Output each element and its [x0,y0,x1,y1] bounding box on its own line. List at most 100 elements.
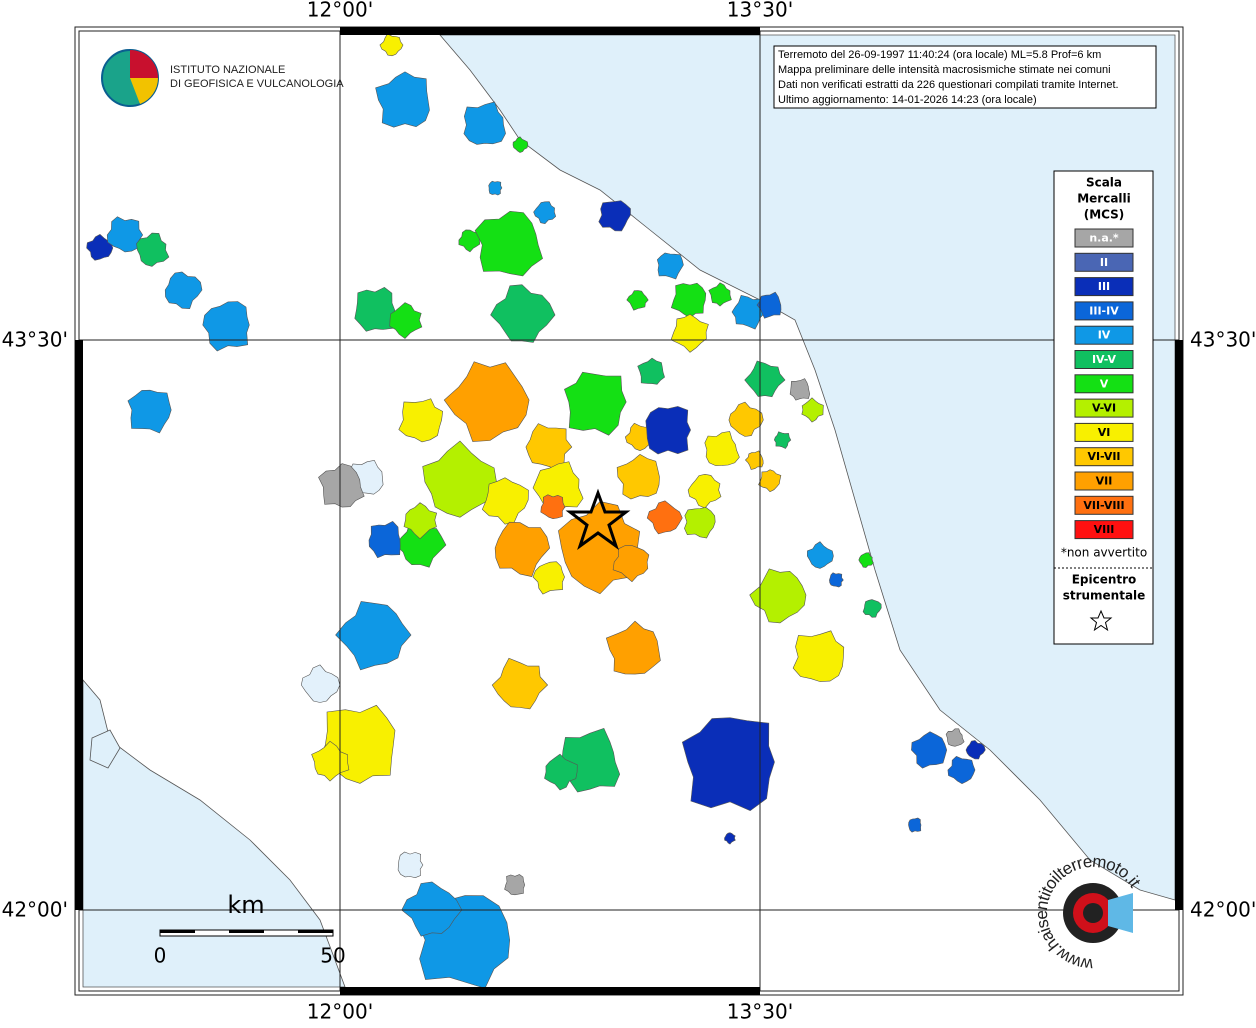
municipality [704,431,740,466]
legend-label: VI [1098,426,1111,439]
municipality-not-felt [300,664,341,703]
municipality [474,210,543,277]
municipality [724,832,736,845]
legend-label: V-VI [1092,402,1116,415]
municipality [670,313,709,353]
municipality [86,234,114,261]
municipalities [86,33,986,989]
legend-epicentre: Epicentro [1072,573,1137,587]
municipality [773,431,792,449]
info-line: Mappa preliminare delle intensità macros… [778,64,1111,76]
municipality [335,601,412,671]
legend-label: II [1100,256,1108,269]
legend: Scala Mercalli (MCS) *non avvertito Epic… [1053,170,1154,645]
municipality [481,477,529,525]
legend-label: IV [1098,329,1111,342]
info-line: Terremoto del 26-09-1997 11:40:24 (ora l… [778,49,1101,61]
municipality [908,817,922,833]
municipality [127,389,172,434]
municipality [965,740,986,760]
municipality [646,500,683,535]
municipality [681,717,775,812]
legend-swatch [1074,520,1134,540]
legend-epicentre: strumentale [1063,589,1146,603]
municipality [422,440,497,518]
legend-swatch [1074,471,1134,491]
municipality [656,252,684,280]
municipality [728,401,764,437]
municipality [911,731,948,769]
lon-label: 13°30' [727,0,793,22]
municipality [458,229,481,253]
municipality [612,545,650,583]
municipality [379,33,404,57]
grid [79,31,1179,991]
municipality [494,521,551,577]
legend-swatch [1074,447,1134,467]
municipality [758,469,782,493]
municipality [533,201,557,225]
lat-label: 43°30' [2,328,68,352]
legend-footnote: *non avvertito [1061,546,1147,560]
info-box: Terremoto del 26-09-1997 11:40:24 (ora l… [773,45,1157,109]
frame-segment [340,987,760,995]
info-line: Ultimo aggiornamento: 14-01-2026 14:23 (… [778,94,1037,106]
municipality [670,282,707,319]
municipality [598,200,631,232]
legend-swatch [1074,228,1134,248]
municipality [136,232,170,267]
municipality [318,463,365,508]
scale-unit: km [227,891,264,919]
municipality [488,180,503,196]
legend-swatch [1074,350,1134,369]
municipality [164,271,203,310]
frame [74,26,1184,996]
municipality [947,756,976,785]
legend-title: Scala [1086,176,1122,190]
municipality [504,874,526,896]
municipality [637,357,665,385]
municipality [443,361,530,442]
legend-swatch [1074,301,1134,321]
municipality [491,657,549,710]
epicentre-star [565,488,631,550]
badge-ring [1083,903,1103,923]
logo-segment [130,78,158,104]
legend-swatch [1074,325,1134,345]
lon-label: 12°00' [307,1000,373,1024]
municipality-not-felt [397,851,424,879]
legend-swatch [1074,252,1134,272]
municipality [687,473,722,509]
municipality [532,561,565,595]
legend-title: (MCS) [1084,208,1125,222]
legend-label: VII-VIII [1083,499,1124,512]
legend-swatch [1074,277,1134,297]
scale-bar-segment [298,930,333,933]
municipality [544,753,578,791]
municipality [389,302,423,339]
scale-bar-segment [160,930,195,933]
municipality [829,572,844,588]
scale-bar: km 0 50 [154,891,346,968]
legend-label: n.a.* [1089,232,1119,245]
logo: ISTITUTO NAZIONALE DI GEOFISICA E VULCAN… [101,49,344,107]
municipality [858,552,874,568]
legend-swatch [1074,422,1134,442]
info-line: Dati non verificati estratti da 226 ques… [778,79,1119,91]
legend-swatch [1074,398,1134,418]
legend-swatch [1074,374,1134,394]
legend-label: VII [1096,475,1113,488]
lat-label: 43°30' [1190,328,1256,352]
municipality [792,630,845,682]
legend-label: V [1100,377,1109,390]
lake [89,729,121,769]
municipality [564,371,627,436]
municipality [801,397,824,423]
scale-bar-segment [229,930,264,933]
legend-label: IV-V [1092,353,1117,366]
scale-label: 50 [320,944,345,968]
municipality [684,507,716,539]
municipality [106,216,144,253]
municipality [403,502,438,540]
